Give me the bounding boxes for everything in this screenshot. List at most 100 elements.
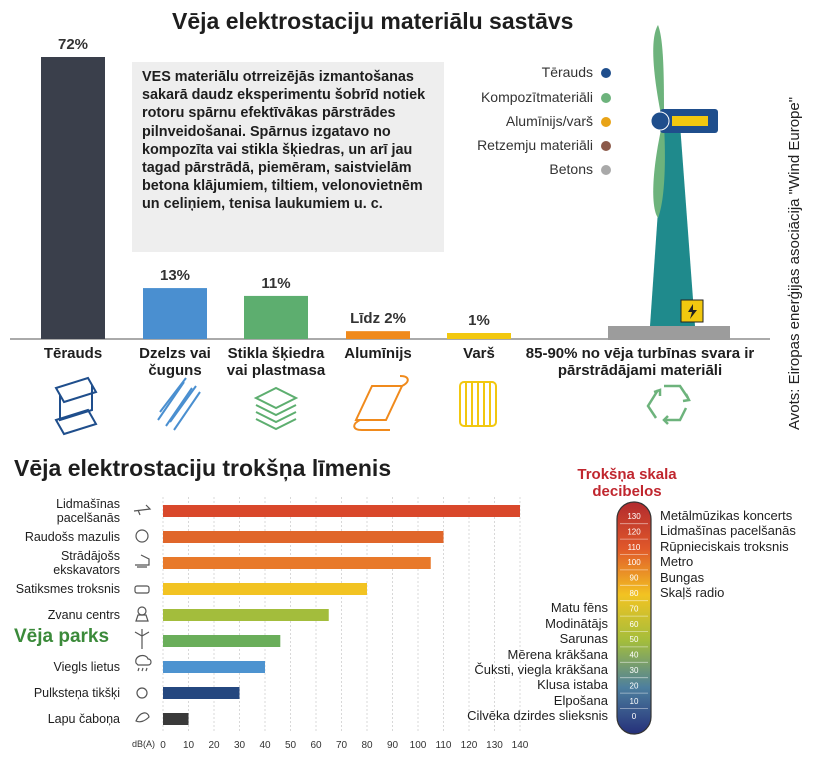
legend-item-concrete: Betons: [549, 161, 611, 177]
scale-tick-label: 130: [627, 512, 641, 521]
material-value-label: 1%: [468, 312, 490, 329]
turbine-blade-bottom: [653, 125, 665, 218]
scale-description-label: Elpošana: [553, 692, 608, 708]
turbine-foundation: [608, 326, 730, 340]
scale-description-label: Bungas: [660, 569, 705, 585]
scale-tick-label: 40: [630, 651, 639, 660]
scale-description-label: Metālmūzikas koncerts: [660, 508, 793, 523]
material-value-label: Līdz 2%: [350, 310, 406, 327]
legend-item-aluminum-copper: Alumīnijs/varš: [506, 113, 611, 129]
scale-tick-label: 120: [627, 527, 641, 536]
legend-item-composite: Kompozītmateriāli: [481, 89, 611, 105]
wind-turbine-illustration: [608, 25, 730, 340]
scale-tick-label: 20: [630, 681, 639, 690]
x-tick-label: 30: [234, 740, 246, 751]
legend-dot-icon: [601, 165, 611, 175]
scale-description-label: Klusa istaba: [537, 677, 608, 693]
scale-description-label: Matu fēns: [550, 600, 608, 616]
material-category-label: Stikla šķiedra vai plastmasa: [226, 345, 326, 379]
leaf-icon: [135, 712, 150, 723]
material-bar: [346, 331, 410, 339]
scale-tick-label: 110: [628, 543, 641, 552]
scale-description-label: Lidmašīnas pacelšanās: [660, 523, 796, 539]
steel-beam-icon: [54, 376, 98, 436]
lightning-icon: [688, 304, 697, 319]
turbine-generator: [672, 116, 708, 126]
scale-description-label: Sarunas: [559, 631, 608, 647]
materials-chart-title: Vēja elektrostaciju materiālu sastāvs: [172, 8, 574, 34]
noise-bar: [163, 557, 431, 569]
scale-description-label: Cilvēka dzirdes slieksnis: [467, 708, 608, 724]
noise-chart-title: Vēja elektrostaciju trokšņa līmenis: [14, 455, 392, 481]
x-tick-label: 100: [410, 740, 427, 751]
noise-category-label: Lidmašīnas pacelšanās: [56, 497, 120, 525]
legend-dot-icon: [601, 141, 611, 151]
scale-tick-label: 10: [630, 697, 639, 706]
scale-tick-label: 90: [630, 574, 639, 583]
call-center-icon: [137, 606, 147, 616]
recycling-info-note: VES materiālu otrreizējās izmantošanas s…: [132, 62, 444, 252]
turbine-blade-top: [653, 25, 664, 120]
material-category-label: Tērauds: [43, 345, 103, 362]
airplane-icon: [133, 504, 152, 516]
material-category-label: Alumīnijs: [344, 345, 412, 362]
material-value-label: 72%: [58, 36, 88, 53]
noise-category-label: Raudošs mazulis: [24, 530, 120, 544]
material-bar: [447, 333, 511, 339]
x-tick-label: 120: [461, 740, 478, 751]
materials-chart: 72% 13% 11% Līdz 2% 1%: [10, 25, 770, 436]
aluminum-sheet-icon: [353, 375, 409, 431]
scale-description-label: Čuksti, viegla krākšana: [474, 662, 608, 677]
x-tick-label: 50: [285, 740, 297, 751]
scale-tick-label: 100: [627, 558, 641, 567]
legend-item-rare-earth: Retzemju materiāli: [477, 137, 611, 153]
baby-icon: [135, 529, 149, 543]
material-bar: [143, 288, 207, 339]
recycling-percentage-note: 85-90% no vēja turbīnas svara ir pārstrā…: [525, 345, 755, 379]
scale-tick-label: 60: [630, 620, 639, 629]
noise-bar: [163, 609, 329, 621]
material-value-label: 11%: [261, 275, 290, 292]
scale-tick-label: 70: [630, 604, 639, 613]
iron-pipes-icon: [157, 377, 201, 431]
x-tick-label: 60: [310, 740, 322, 751]
axis-unit-label: dB(A): [132, 739, 155, 749]
scale-tick-label: 30: [630, 666, 639, 675]
legend-item-steel: Tērauds: [542, 64, 611, 80]
material-category-label: Varš: [463, 345, 495, 362]
noise-category-label: Vēja parks: [14, 626, 110, 647]
noise-bar: [163, 505, 520, 517]
scale-description-label: Rūpnieciskais troksnis: [660, 538, 789, 554]
clock-icon: [136, 687, 148, 699]
noise-bar: [163, 531, 444, 543]
x-tick-label: 0: [160, 740, 166, 751]
noise-category-label: Pulksteņa tikšķi: [33, 686, 120, 700]
noise-bar: [163, 583, 367, 595]
legend-dot-icon: [601, 117, 611, 127]
x-tick-label: 80: [361, 740, 373, 751]
copper-coil-icon: [459, 381, 497, 427]
noise-chart: 0 10 20 30 40 50 60 70 80 90 100 110 120 130 140 dB(A): [132, 497, 529, 751]
material-value-label: 13%: [160, 267, 190, 284]
noise-category-label: Viegls lietus: [53, 660, 120, 674]
rain-cloud-icon: [135, 654, 152, 672]
material-bar: [41, 57, 105, 339]
x-tick-label: 40: [259, 740, 271, 751]
scale-description-label: Skaļš radio: [660, 585, 725, 600]
noise-bar: [163, 635, 281, 647]
x-tick-label: 110: [436, 740, 452, 751]
source-note: Avots: Eiropas enerģijas asociācija "Win…: [786, 96, 803, 430]
turbine-hub: [650, 111, 670, 131]
material-bar: [244, 295, 308, 339]
scale-tick-label: 80: [630, 589, 639, 598]
noise-bar: [163, 713, 189, 725]
noise-category-label: Lapu čaboņa: [47, 712, 120, 726]
noise-category-label: Satiksmes troksnis: [15, 582, 120, 596]
noise-bar: [163, 687, 240, 699]
noise-category-label: Strādājošs ekskavators: [53, 549, 120, 577]
wind-turbine-icon: [134, 629, 150, 649]
x-tick-label: 20: [208, 740, 220, 751]
scale-tick-label: 0: [632, 712, 637, 721]
scale-description-label: Mērena krākšana: [507, 646, 608, 662]
